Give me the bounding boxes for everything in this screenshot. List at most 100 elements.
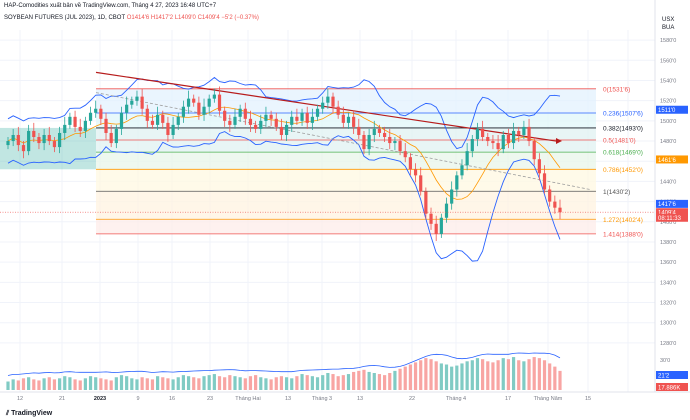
bollinger-upper bbox=[7, 76, 561, 150]
volume-bar bbox=[42, 378, 46, 390]
time-tick: Tháng Năm bbox=[534, 396, 563, 402]
volume-bar bbox=[63, 376, 67, 390]
volume-bar bbox=[99, 378, 103, 390]
fibonacci-retracement[interactable] bbox=[0, 88, 596, 235]
candle-body bbox=[465, 151, 469, 166]
tradingview-brand[interactable]: ⫽ TradingView bbox=[6, 410, 52, 418]
volume-bar bbox=[119, 375, 124, 390]
tradingview-logo-icon: ⫽ bbox=[6, 410, 10, 417]
candle-body bbox=[274, 118, 278, 127]
time-tick: Tháng Hai bbox=[235, 396, 260, 402]
volume-bar bbox=[362, 369, 366, 390]
time-tick: Tháng 4 bbox=[446, 396, 466, 402]
bollinger-lower bbox=[7, 131, 561, 262]
volume-bar bbox=[27, 377, 31, 390]
volume-bar bbox=[176, 377, 180, 390]
volume-bar bbox=[346, 374, 351, 390]
volume-bar bbox=[331, 374, 335, 390]
candle-body bbox=[135, 96, 139, 101]
volume-bar bbox=[491, 362, 495, 390]
price-tick: 1480'0 bbox=[660, 139, 676, 145]
fibonacci-labels: 0(1531'6) 0.236(1507'6) 0.382(1493'0) 0.5(1… bbox=[603, 86, 643, 238]
candle-body bbox=[104, 118, 108, 133]
volume-bar bbox=[228, 375, 232, 390]
volume-bar bbox=[156, 376, 160, 390]
volume-bar bbox=[548, 363, 552, 390]
candle-body bbox=[450, 189, 454, 204]
candle-body bbox=[217, 94, 222, 111]
price-tick: 1340'0 bbox=[660, 280, 676, 286]
candle-body bbox=[419, 175, 423, 192]
volume-bar bbox=[310, 376, 314, 390]
volume-bar bbox=[413, 362, 418, 390]
volume-bar bbox=[130, 378, 134, 390]
volume-bar bbox=[73, 379, 77, 390]
volume-badge bbox=[656, 371, 688, 379]
time-axis[interactable]: 12 21 2023 9 16 23 Tháng Hai 13 Tháng 3 13 22 Tháng… bbox=[17, 396, 591, 402]
volume-bar bbox=[21, 378, 26, 390]
volume-bar bbox=[197, 378, 201, 390]
candle-body bbox=[413, 169, 418, 176]
price-badge bbox=[656, 213, 688, 222]
brand-name: TradingView bbox=[11, 410, 53, 417]
volume-bar bbox=[171, 379, 175, 390]
volume-bar bbox=[305, 375, 309, 390]
time-tick: 12 bbox=[17, 396, 23, 402]
volume-bar bbox=[192, 377, 196, 390]
volume-bar bbox=[460, 363, 464, 390]
price-axis[interactable]: 1580'01560'01540'01520'01500'01480'01460… bbox=[656, 38, 688, 391]
candle-body bbox=[511, 130, 516, 144]
fib-zone bbox=[96, 219, 596, 234]
candle-body bbox=[305, 112, 309, 123]
currency-unit: USX BUA bbox=[662, 16, 674, 32]
price-tick: 1580'0 bbox=[660, 38, 676, 44]
price-badge-label: 1511'0 bbox=[658, 108, 676, 114]
candle-body bbox=[114, 128, 118, 144]
symbol-legend: SOYBEAN FUTURES (JUL 2023), 1D, CBOT O14… bbox=[4, 15, 259, 21]
volume-bar bbox=[114, 377, 118, 390]
candle-body bbox=[481, 128, 485, 138]
volume-bar bbox=[408, 364, 412, 390]
candle-body bbox=[548, 189, 552, 202]
ohlc-low: L1409'0 bbox=[174, 15, 196, 21]
fib-label: 0.786(1452'0) bbox=[603, 167, 643, 174]
candle-body bbox=[94, 108, 98, 113]
candle-body bbox=[233, 116, 237, 125]
time-tick: 16 bbox=[169, 396, 175, 402]
candle-body bbox=[377, 128, 382, 133]
candle-body bbox=[439, 217, 443, 234]
time-tick: 23 bbox=[207, 396, 213, 402]
fib-zone bbox=[96, 169, 596, 192]
volume-bar bbox=[496, 360, 500, 390]
trend-lines[interactable] bbox=[95, 71, 591, 190]
candle-body bbox=[63, 124, 67, 133]
fib-label: 0.236(1507'6) bbox=[603, 111, 643, 118]
volume-bar bbox=[537, 358, 541, 390]
volume-bar bbox=[233, 376, 237, 390]
volume-bar bbox=[403, 366, 407, 390]
publish-info: HAP-Comodities xuất bản về TradingView.c… bbox=[4, 3, 217, 9]
volume-bar bbox=[207, 375, 211, 390]
candle-body bbox=[228, 120, 232, 125]
price-badge-label: 1417'6 bbox=[658, 202, 676, 208]
candle-body bbox=[130, 100, 134, 105]
volume-bar bbox=[300, 374, 304, 390]
volume-bar bbox=[398, 368, 402, 390]
candle-body bbox=[254, 124, 258, 129]
volume-badge bbox=[656, 383, 688, 391]
candle-body bbox=[352, 116, 356, 127]
fib-label: 0(1531'6) bbox=[603, 86, 630, 93]
trend-line-dashed bbox=[95, 92, 591, 190]
time-tick: 22 bbox=[409, 396, 415, 402]
volume-bar bbox=[274, 377, 278, 390]
volume-bar bbox=[181, 375, 186, 390]
price-badge bbox=[656, 155, 688, 164]
volume-ma-line bbox=[7, 352, 561, 376]
candle-body bbox=[496, 143, 500, 150]
volume-bar bbox=[104, 379, 108, 390]
time-tick: 17 bbox=[505, 396, 511, 402]
candle-body bbox=[166, 122, 170, 135]
candle-body bbox=[223, 110, 227, 121]
candle-body bbox=[315, 108, 320, 117]
